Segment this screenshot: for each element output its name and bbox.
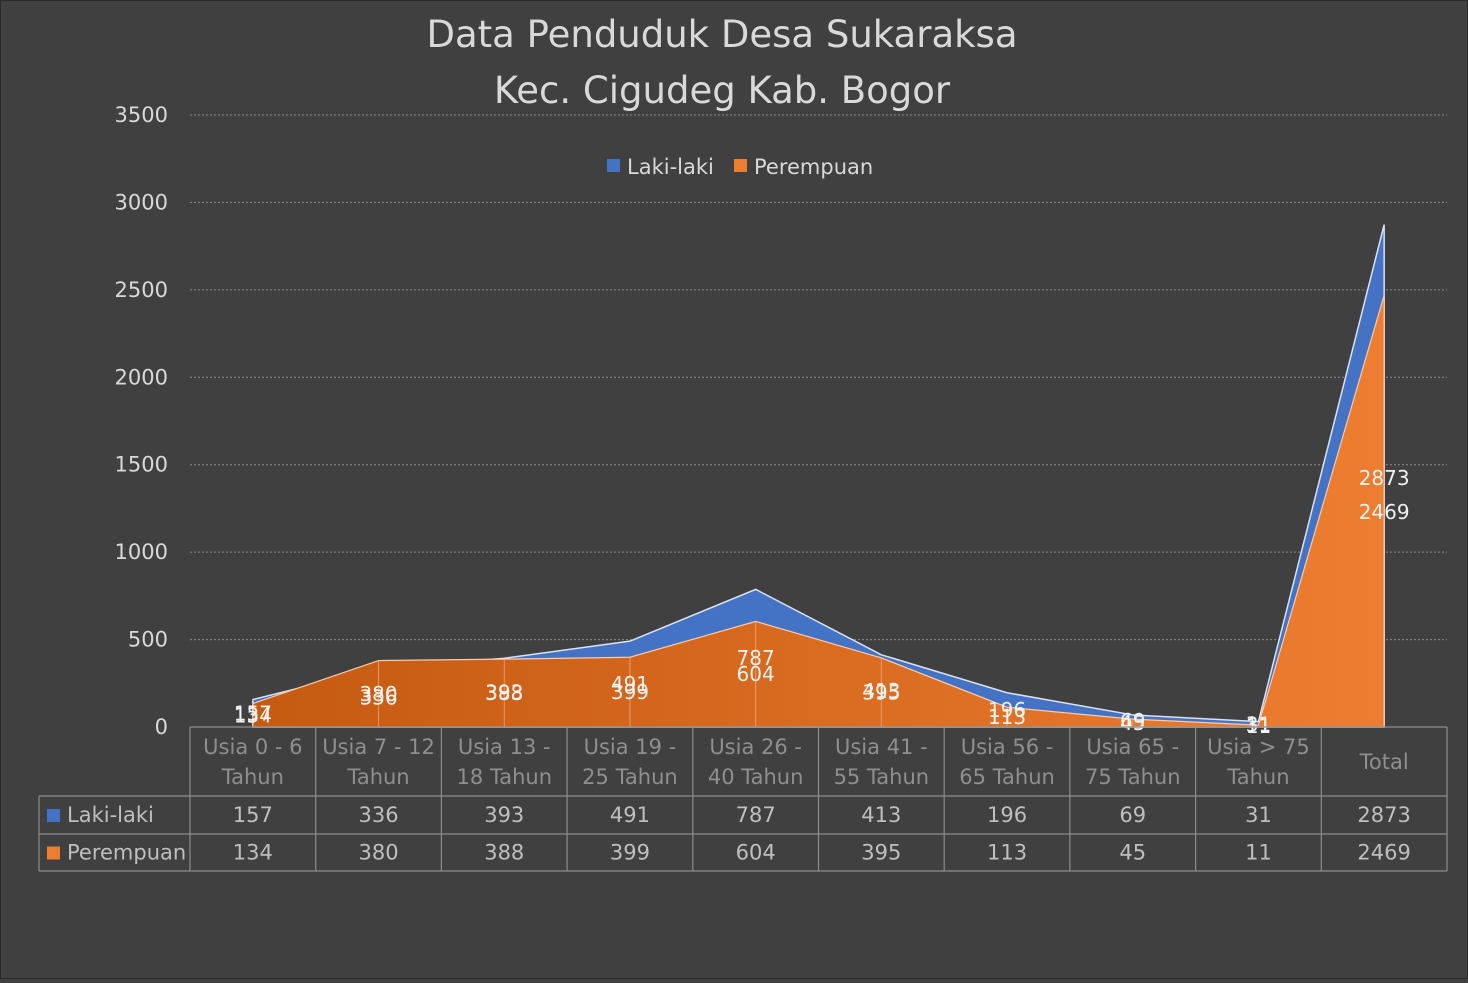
category-label: 40 Tahun — [708, 765, 804, 789]
table-cell: 45 — [1119, 841, 1146, 865]
y-tick-label: 1500 — [115, 453, 168, 477]
category-label: 18 Tahun — [456, 765, 552, 789]
y-tick-label: 3000 — [115, 190, 168, 214]
category-label: Usia 7 - 12 — [322, 735, 435, 759]
table-cell: 196 — [987, 803, 1027, 827]
data-label-perempuan: 45 — [1120, 711, 1145, 735]
table-cell: 113 — [987, 841, 1027, 865]
legend-label: Laki-laki — [627, 155, 714, 179]
category-label: Usia 13 - — [458, 735, 551, 759]
y-tick-label: 2500 — [115, 278, 168, 302]
data-label-perempuan: 134 — [234, 703, 272, 727]
table-cell: 31 — [1245, 803, 1272, 827]
data-label-laki-laki: 2873 — [1359, 466, 1410, 490]
category-label: Tahun — [1226, 765, 1289, 789]
data-label-laki-laki: 413 — [862, 679, 900, 703]
data-table: Usia 0 - 6 Tahun Usia 7 - 12 Tahun Usia 13 -… — [38, 726, 1448, 872]
data-label-laki-laki: 31 — [1246, 712, 1271, 736]
category-label: Tahun — [221, 765, 284, 789]
data-label-perempuan: 395 — [862, 680, 900, 704]
data-label-laki-laki: 196 — [988, 698, 1026, 722]
table-cell: 413 — [861, 803, 901, 827]
y-tick-label: 500 — [128, 628, 168, 652]
data-label-perempuan: 388 — [485, 681, 523, 705]
data-label-perempuan: 2469 — [1359, 500, 1410, 524]
data-label-perempuan: 604 — [737, 662, 775, 686]
legend: Laki-laki Perempuan — [607, 155, 873, 179]
y-tick-label: 3500 — [115, 103, 168, 127]
category-label: 55 Tahun — [834, 765, 930, 789]
table-cell: 604 — [736, 841, 776, 865]
table-cell: 11 — [1245, 841, 1272, 865]
table-cell: 2873 — [1357, 803, 1410, 827]
y-tick-label: 2000 — [115, 365, 168, 389]
y-axis: 0 500 1000 1500 2000 2500 3000 3500 — [115, 103, 168, 739]
table-legend-key — [47, 846, 60, 860]
data-label-perempuan: 399 — [611, 680, 649, 704]
category-label: Usia 26 - — [709, 735, 802, 759]
data-label-laki-laki: 393 — [485, 681, 523, 705]
category-label: Tahun — [346, 765, 409, 789]
table-cell: 380 — [359, 841, 399, 865]
legend-swatch — [734, 159, 747, 172]
table-cell: 787 — [736, 803, 776, 827]
y-tick-label: 0 — [155, 715, 168, 739]
table-cell: 388 — [484, 841, 524, 865]
table-cell: 157 — [233, 803, 273, 827]
category-label: Usia 65 - — [1086, 735, 1179, 759]
table-cell: 491 — [610, 803, 650, 827]
category-label: 25 Tahun — [582, 765, 678, 789]
data-label-laki-laki: 336 — [359, 686, 397, 710]
area-perempuan — [252, 295, 1385, 728]
table-cell: 69 — [1119, 803, 1146, 827]
data-label-perempuan: 113 — [988, 705, 1026, 729]
category-label: Usia 56 - — [961, 735, 1054, 759]
data-label-perempuan: 380 — [359, 682, 397, 706]
chart-subtitle: Kec. Cigudeg Kab. Bogor — [494, 69, 951, 112]
category-label: Total — [1359, 750, 1409, 774]
data-label-laki-laki: 69 — [1120, 709, 1145, 733]
data-label-laki-laki: 787 — [737, 646, 775, 670]
chart-title: Data Penduduk Desa Sukaraksa — [427, 13, 1018, 56]
category-label: Usia 19 - — [584, 735, 677, 759]
table-cell: 393 — [484, 803, 524, 827]
table-cell: 399 — [610, 841, 650, 865]
table-legend-key — [47, 809, 60, 822]
y-tick-label: 1000 — [115, 540, 168, 564]
gridlines — [190, 114, 1447, 641]
category-label: Usia 41 - — [835, 735, 928, 759]
table-cell: 395 — [861, 841, 901, 865]
category-label: 65 Tahun — [959, 765, 1055, 789]
data-label-laki-laki: 491 — [611, 672, 649, 696]
legend-swatch — [607, 159, 620, 172]
table-series-name: Laki-laki — [67, 803, 154, 827]
table-series-name: Perempuan — [67, 841, 186, 865]
data-labels: 157 336 393 491 787 413 196 69 31 2873 134 380 388 39… — [234, 466, 1410, 738]
data-label-laki-laki: 157 — [234, 701, 272, 725]
table-cell: 134 — [233, 841, 273, 865]
area-series — [252, 224, 1385, 728]
table-cell: 336 — [359, 803, 399, 827]
category-label: Usia > 75 — [1207, 735, 1310, 759]
table-cell: 2469 — [1357, 841, 1410, 865]
category-label: 75 Tahun — [1085, 765, 1181, 789]
data-label-perempuan: 11 — [1246, 714, 1271, 738]
category-label: Usia 0 - 6 — [203, 735, 302, 759]
legend-label: Perempuan — [754, 155, 873, 179]
